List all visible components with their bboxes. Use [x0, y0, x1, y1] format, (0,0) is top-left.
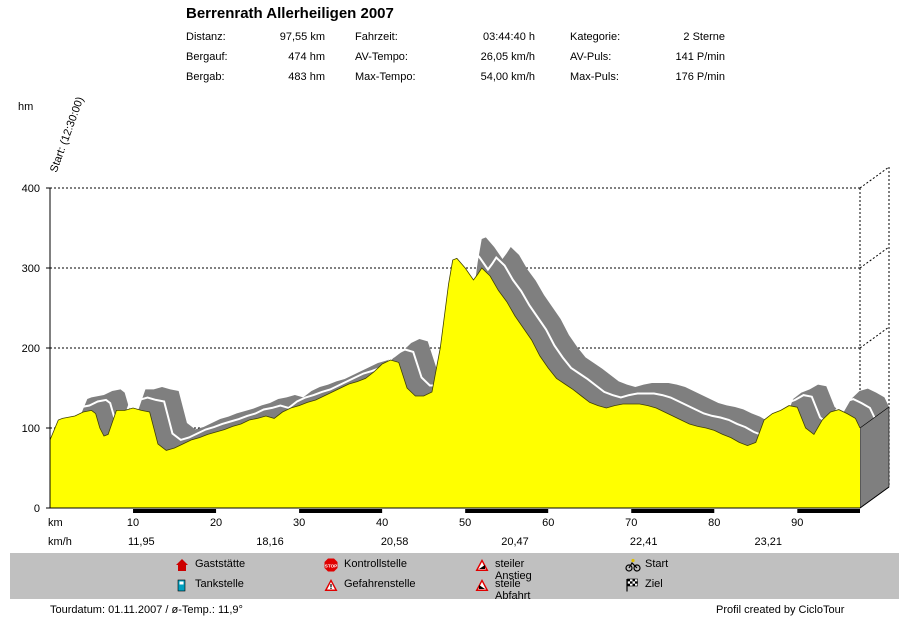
legend-label: Start: [645, 558, 669, 570]
gridline-depth: [859, 326, 890, 349]
distance-segment-bar: [133, 509, 217, 513]
legend-label: Gefahrenstelle: [344, 578, 416, 590]
bicycle-icon: [625, 558, 641, 572]
stat-value: 141 P/min: [675, 51, 725, 63]
gridline-depth: [859, 246, 890, 269]
stat-label: Bergauf:: [186, 51, 228, 63]
stat-label: Max-Puls:: [570, 71, 619, 83]
legend-panel: Gaststätte Tankstelle STOP Kontrollstelle Ge…: [10, 553, 899, 602]
legend-label: Ziel: [645, 578, 663, 590]
x-tick-label: 60: [542, 517, 554, 529]
stat-value: 2 Sterne: [683, 31, 725, 43]
legend-label: Kontrollstelle: [344, 558, 407, 570]
credit-text: Profil created by CicloTour: [716, 604, 845, 616]
tankstelle-icon: [175, 578, 189, 592]
y-tick-label: 300: [22, 263, 40, 275]
legend-label: Tankstelle: [195, 578, 244, 590]
distance-segment-bar: [631, 509, 715, 513]
legend-label: steile Abfahrt: [495, 578, 531, 602]
warning-icon: [324, 578, 338, 592]
steep-ascent-icon: [475, 558, 489, 572]
stat-label: Fahrzeit:: [355, 31, 398, 43]
distance-segment-bar: [299, 509, 383, 513]
speed-value: 20,58: [381, 536, 409, 548]
x-tick-label: 30: [293, 517, 305, 529]
speed-value: 22,41: [630, 536, 658, 548]
profile-area: [50, 258, 860, 508]
legend-label: steiler Anstieg: [495, 558, 532, 582]
x-tick-label: 20: [210, 517, 222, 529]
y-tick-label: 200: [22, 343, 40, 355]
legend-label: Gaststätte: [195, 558, 246, 570]
profile-outline: [49, 257, 861, 451]
speed-value: 20,47: [501, 536, 529, 548]
x-axis-label: km: [48, 517, 63, 529]
x-tick-label: 70: [625, 517, 637, 529]
gaststaette-icon: [175, 558, 189, 572]
stat-label: Max-Tempo:: [355, 71, 416, 83]
y-axis-label: hm: [18, 101, 34, 113]
x-tick-label: 40: [376, 517, 388, 529]
speed-value: 18,16: [256, 536, 284, 548]
y-tick-label: 100: [22, 423, 40, 435]
distance-segment-bar: [797, 509, 860, 513]
stat-value: 54,00 km/h: [480, 71, 535, 83]
x-tick-label: 80: [708, 517, 720, 529]
stat-label: Kategorie:: [570, 31, 621, 43]
stat-label: Distanz:: [186, 31, 226, 43]
stat-label: AV-Tempo:: [355, 51, 408, 63]
stat-value: 176 P/min: [675, 71, 725, 83]
y-tick-label: 400: [22, 183, 40, 195]
elevation-profile-chart: 0 100 200 300 400 km 10 20 30 40 50 60 70 80 90 km/h 11,…: [22, 166, 890, 548]
speed-row-label: km/h: [48, 536, 72, 548]
stat-value: 26,05 km/h: [480, 51, 535, 63]
gridline-depth: [859, 166, 890, 189]
steep-descent-icon: [475, 578, 489, 592]
checkered-flag-icon: [625, 578, 639, 592]
stat-label: Bergab:: [186, 71, 225, 83]
stat-value: 03:44:40 h: [483, 31, 535, 43]
speed-value: 11,95: [128, 536, 155, 548]
speed-value: 23,21: [754, 536, 782, 548]
stat-value: 483 hm: [288, 71, 325, 83]
x-tick-label: 10: [127, 517, 139, 529]
y-tick-label: 0: [34, 503, 40, 515]
stop-icon: STOP: [324, 558, 338, 572]
tour-info: Tourdatum: 01.11.2007 / ø-Temp.: 11,9°: [50, 604, 243, 616]
stat-value: 474 hm: [288, 51, 325, 63]
x-axis-depth: [859, 486, 890, 509]
profile-depth-band: [50, 237, 889, 451]
x-tick-label: 50: [459, 517, 471, 529]
svg-text:STOP: STOP: [325, 563, 337, 568]
distance-segment-bar: [465, 509, 549, 513]
x-tick-label: 90: [791, 517, 803, 529]
stat-value: 97,55 km: [279, 31, 325, 43]
stat-label: AV-Puls:: [570, 51, 612, 63]
profile-road-line: [63, 246, 876, 442]
chart-title: Berrenrath Allerheiligen 2007: [186, 5, 394, 22]
